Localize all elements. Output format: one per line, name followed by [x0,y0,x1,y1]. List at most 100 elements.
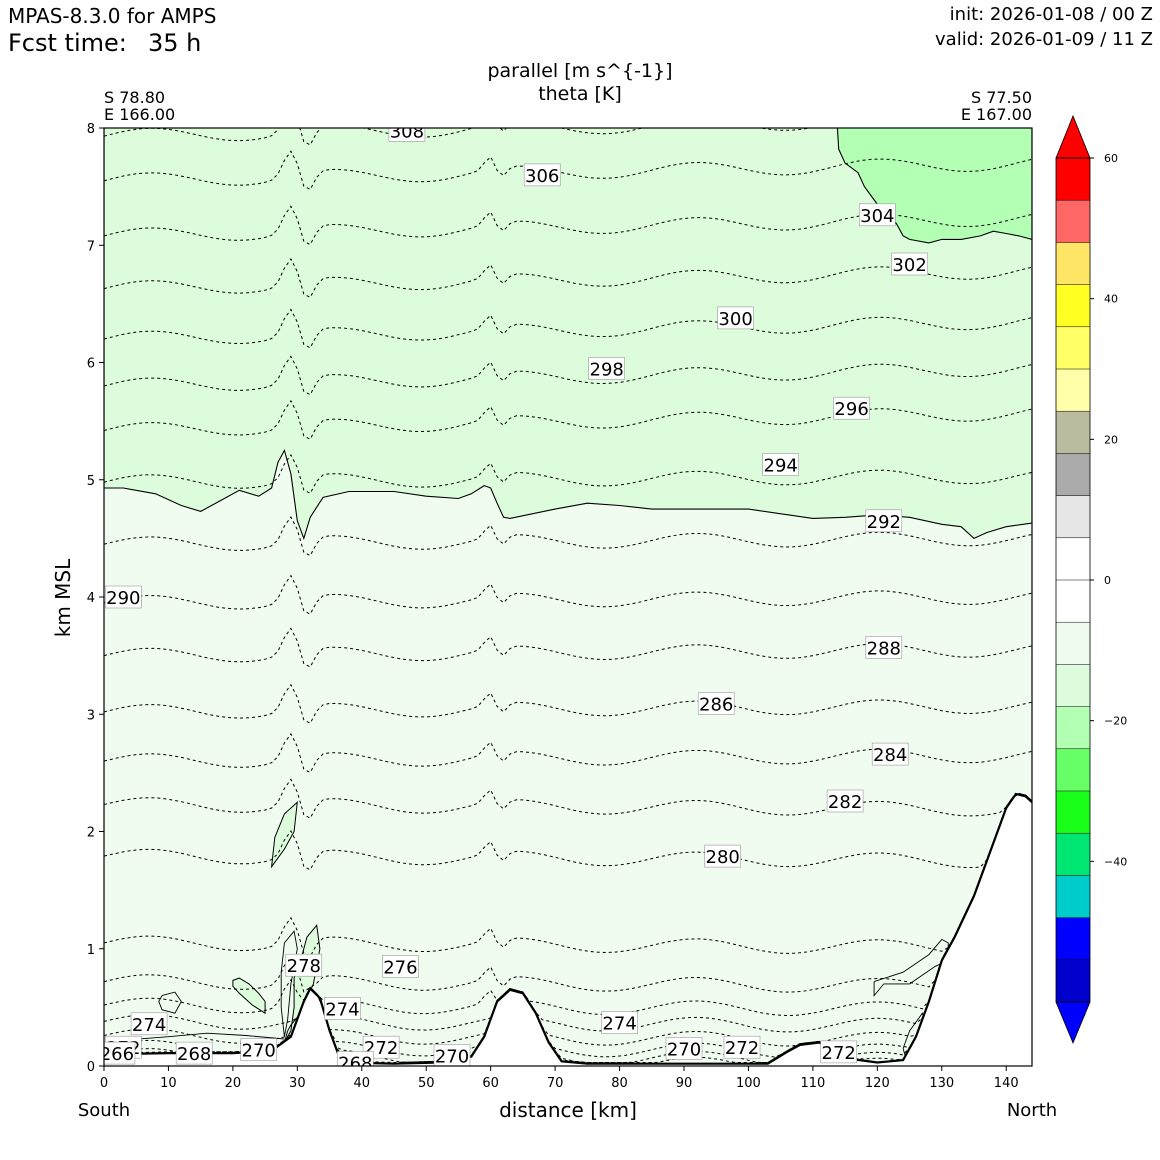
contour-label-box [433,1044,471,1066]
theta-contour-label: 300 [717,306,754,330]
moderate-negative-fill [104,128,1032,541]
contour-label-box [891,252,928,276]
y-tick-label: 4 [87,591,95,606]
theta-contour-label: 270 [665,1037,703,1060]
x-axis-label: distance [km] [499,1098,637,1122]
colorbar-tick-label: −20 [1104,715,1127,728]
theta-isoline [104,128,812,146]
chart-title-line1: parallel [m s^{-1}] [487,60,673,82]
contour-label-box [382,954,419,978]
contour-label-text: 266 [100,1044,134,1065]
theta-contour-label: 304 [858,203,896,227]
x-tick-label: 50 [418,1076,435,1091]
contour-label-text: 270 [667,1039,701,1060]
contour-label-text: 268 [177,1044,211,1065]
contour-label-text: 302 [892,255,926,276]
wind-contour-outline [123,1032,285,1041]
contour-label-text: 308 [390,121,424,142]
fcst-time-label: Fcst time: [8,29,127,57]
colorbar-over-extension [1055,114,1091,159]
wind-contour-outline [280,930,298,1037]
y-tick-label: 3 [87,708,95,723]
strong-negative-fill [836,128,1032,244]
contour-label-box [665,1037,703,1060]
contour-label-box [762,453,800,476]
theta-contour-label: 282 [826,789,864,813]
start-longitude: E 166.00 [104,105,176,124]
contour-label-text: 288 [867,638,901,659]
theta-isoline [104,793,1032,993]
contour-label-text: 274 [325,1000,359,1021]
x-tick-label: 80 [611,1076,628,1091]
contour-label-text: 274 [602,1014,636,1035]
contour-label-text: 268 [338,1054,372,1075]
theta-contour-label: 308 [388,121,426,142]
colorbar-segment [1056,242,1090,285]
contour-label-text: 294 [764,456,798,477]
theta-contour-label: 288 [865,636,903,659]
model-title: MPAS-8.3.0 for AMPS [8,4,217,28]
y-axis-ticks: 0 1 2 3 4 5 6 7 8 [87,122,104,1075]
x-tick-label: 30 [289,1076,306,1091]
contour-label-box [820,1040,858,1064]
contour-label-box [826,789,864,813]
x-tick-label: 70 [547,1076,564,1091]
contour-label-box [871,742,909,766]
y-tick-label: 8 [87,122,95,137]
contour-label-text: 298 [590,359,624,380]
contour-label-box [588,357,626,380]
y-tick-label: 6 [87,357,95,372]
colorbar-segment [1056,959,1090,1003]
colorbar-tick-label: 60 [1104,152,1118,165]
contour-label-text: 286 [699,695,733,716]
theta-isoline [104,399,1032,440]
contour-label-box [130,1012,168,1036]
x-tick-label: 110 [800,1076,825,1091]
colorbar-segment [1056,369,1090,412]
fcst-time-value: 35 h [148,29,202,57]
theta-isoline [104,683,1032,724]
colorbar-segment [1056,706,1090,750]
contour-label-text: 278 [287,956,321,977]
x-tick-label: 90 [676,1076,693,1091]
colorbar-segment [1056,326,1090,370]
colorbar-tick-label: 0 [1104,574,1111,587]
end-longitude: E 167.00 [960,105,1032,124]
colorbar-segment [1056,537,1090,581]
y-tick-label: 5 [87,474,95,489]
contour-label-box [240,1038,278,1061]
colorbar-segment [1056,495,1090,539]
contour-label-box [865,636,903,659]
theta-isoline [104,793,1032,1033]
theta-isoline [104,574,1032,615]
contour-label-box [336,1051,374,1066]
contour-label-layer: 308 306 304 302 300 298 296 294 292 290 288 286 284 2… [100,121,928,1075]
theta-isoline [104,453,1032,495]
contour-label-text: 274 [132,1015,166,1036]
theta-contour-label: 280 [704,844,742,868]
contour-label-box [723,1035,761,1059]
theta-contour-label: 266 [100,1041,136,1065]
theta-contour-label: 268 [175,1041,213,1065]
colorbar-segment [1056,411,1090,454]
theta-contour-label: 292 [865,509,903,533]
contour-label-text: 282 [828,792,862,813]
contour-label-box [704,844,742,868]
colorbar-segment [1056,917,1090,961]
theta-isoline [104,355,1032,396]
colorbar-segment [1056,158,1090,201]
theta-isoline [104,258,1032,299]
terrain-layer [104,792,1032,1066]
x-tick-label: 120 [865,1076,890,1091]
contour-label-box [104,1041,136,1065]
theta-contour-label: 302 [891,252,928,276]
theta-isoline [104,150,1032,191]
x-tick-label: 0 [100,1076,108,1091]
theta-contour-label: 274 [601,1011,638,1035]
y-tick-label: 7 [87,239,95,254]
x-tick-label: 20 [225,1076,242,1091]
init-time: init: 2026-01-08 / 00 Z [949,4,1153,25]
theta-contour-label: 294 [762,453,800,477]
plot-area: 308 306 304 302 300 298 296 294 292 290 288 286 284 2… [100,121,1032,1075]
